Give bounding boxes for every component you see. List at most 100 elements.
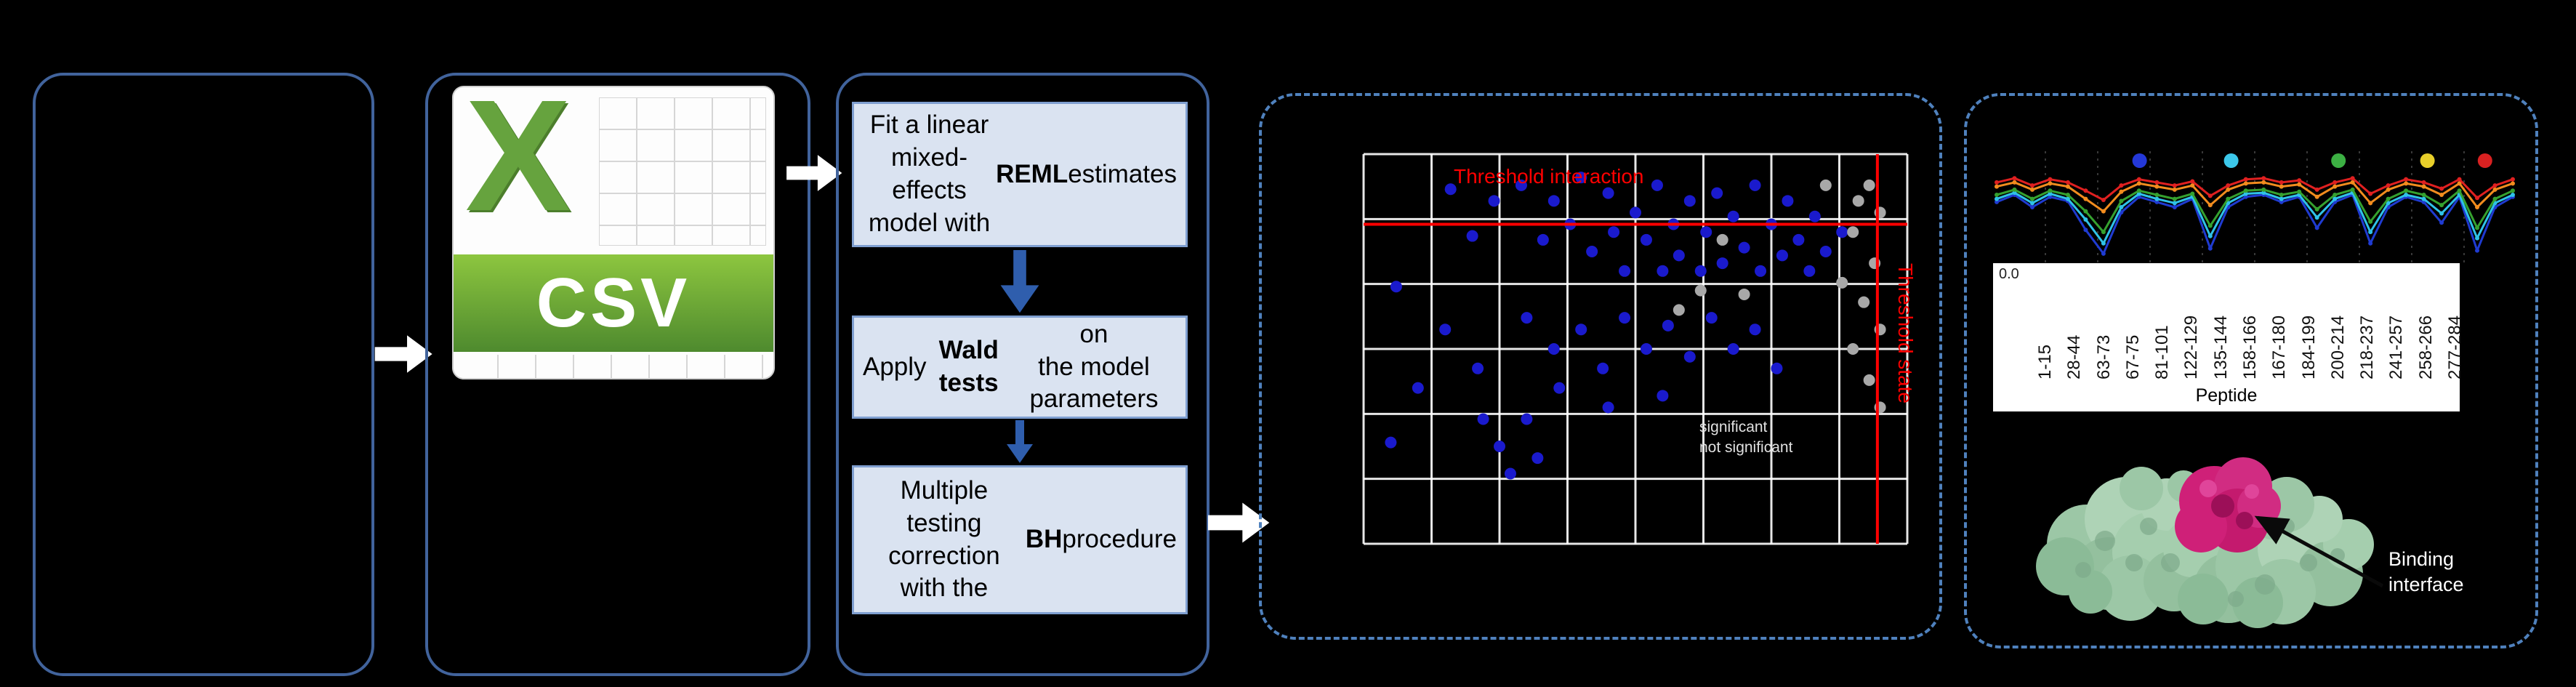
peptide-tick: 158-166 bbox=[2240, 315, 2260, 379]
scatter-point bbox=[1575, 172, 1587, 184]
scatter-point bbox=[1657, 265, 1669, 277]
scatter-note-line2: not significant bbox=[1699, 439, 1793, 456]
legend-dot bbox=[2420, 153, 2435, 168]
panel-experiment bbox=[33, 73, 374, 676]
panel-volcano-plot bbox=[1259, 93, 1942, 640]
plot-grid bbox=[1362, 153, 1909, 545]
legend-dot bbox=[2331, 153, 2346, 168]
scatter-point bbox=[1640, 343, 1652, 355]
arrow-right-icon bbox=[1207, 502, 1270, 543]
x-axis-label: Peptide bbox=[2195, 385, 2258, 406]
scatter-point bbox=[1602, 187, 1614, 199]
scatter-point-ns bbox=[1716, 233, 1728, 246]
spreadsheet-grid bbox=[599, 97, 766, 246]
scatter-point bbox=[1738, 241, 1750, 254]
legend-dot bbox=[2223, 153, 2239, 168]
peptide-tick: 277-284 bbox=[2445, 315, 2465, 379]
legend-dot bbox=[2132, 153, 2147, 168]
scatter-point bbox=[1608, 226, 1620, 238]
scatter-note-line1: significant bbox=[1699, 419, 1768, 435]
scatter-point-ns bbox=[1852, 195, 1864, 207]
scatter-point-ns bbox=[1819, 179, 1832, 191]
scatter-point-ns bbox=[1863, 179, 1875, 191]
csv-banner: CSV bbox=[454, 254, 773, 352]
scatter-point bbox=[1515, 179, 1527, 191]
scatter-point bbox=[1466, 230, 1478, 242]
scatter-point bbox=[1586, 246, 1598, 257]
peptide-tick: 63-73 bbox=[2093, 334, 2114, 379]
scatter-point-ns bbox=[1694, 284, 1707, 297]
panel-uptake-structure bbox=[1964, 93, 2538, 648]
threshold-scatter-plot: Threshold interaction Threshold state si… bbox=[1362, 153, 1917, 545]
scatter-point bbox=[1547, 343, 1560, 355]
csv-file-icon: X CSV bbox=[452, 86, 775, 379]
y-axis-tick: 0.0 bbox=[1999, 266, 2019, 282]
peptide-tick: 200-214 bbox=[2327, 315, 2348, 379]
scatter-point bbox=[1803, 265, 1816, 277]
scatter-point bbox=[1651, 179, 1663, 191]
scatter-point-ns bbox=[1673, 304, 1685, 316]
scatter-point bbox=[1749, 179, 1761, 191]
peptide-tick: 184-199 bbox=[2298, 315, 2319, 379]
scatter-point bbox=[1657, 390, 1669, 402]
scatter-point bbox=[1700, 226, 1712, 238]
step-wald-tests: Apply Wald tests on the model parameters bbox=[852, 316, 1188, 419]
scatter-point bbox=[1683, 350, 1696, 363]
scatter-point bbox=[1727, 210, 1739, 222]
scatter-point bbox=[1836, 226, 1848, 238]
scatter-point bbox=[1521, 312, 1533, 324]
scatter-point bbox=[1553, 382, 1566, 394]
scatter-point bbox=[1808, 210, 1821, 222]
scatter-point bbox=[1619, 312, 1631, 324]
peptide-tick: 135-144 bbox=[2210, 315, 2231, 379]
arrow-right-icon bbox=[786, 155, 842, 191]
binding-interface-arrow bbox=[2254, 515, 2384, 588]
spreadsheet-grid bbox=[461, 355, 766, 378]
scatter-point-ns bbox=[1858, 296, 1870, 308]
step-bh-correction: Multiple testing correction with the BH … bbox=[852, 465, 1188, 614]
peptide-tick: 258-266 bbox=[2415, 315, 2436, 379]
arrow-down-icon bbox=[1000, 250, 1039, 313]
protein-surface-green bbox=[2036, 467, 2374, 628]
peptide-tick: 28-44 bbox=[2064, 334, 2085, 379]
scatter-point-ns bbox=[1847, 343, 1859, 355]
scatter-point bbox=[1711, 187, 1723, 199]
uptake-series bbox=[1995, 176, 2515, 256]
threshold-interaction-label: Threshold interaction bbox=[1454, 165, 1643, 188]
scatter-point bbox=[1385, 436, 1397, 449]
scatter-point bbox=[1477, 413, 1489, 425]
scatter-point bbox=[1488, 195, 1500, 207]
scatter-point bbox=[1755, 265, 1767, 277]
peptide-tick: 241-257 bbox=[2386, 315, 2407, 379]
scatter-point bbox=[1472, 362, 1484, 374]
scatter-point bbox=[1749, 324, 1761, 336]
threshold-lines bbox=[1364, 154, 1907, 544]
scatter-point bbox=[1412, 382, 1424, 394]
scatter-point bbox=[1630, 206, 1641, 219]
scatter-point bbox=[1602, 401, 1614, 414]
scatter-point bbox=[1716, 257, 1728, 270]
binding-interface-magenta bbox=[2175, 457, 2281, 553]
arrow-down-icon bbox=[1007, 420, 1033, 463]
scatter-point-ns bbox=[1836, 276, 1848, 289]
peptide-tick: 1-15 bbox=[2035, 344, 2055, 379]
protein-structure bbox=[2036, 457, 2384, 628]
scatter-point bbox=[1575, 324, 1587, 336]
scatter-point bbox=[1619, 265, 1631, 277]
scatter-points bbox=[1385, 172, 1886, 480]
peptide-tick: 122-129 bbox=[2181, 315, 2202, 379]
arrow-right-icon bbox=[374, 335, 432, 373]
step-fit-model: Fit a linear mixed- effects model with R… bbox=[852, 102, 1188, 247]
scatter-point bbox=[1694, 265, 1707, 277]
uptake-line-chart bbox=[1995, 151, 2515, 263]
csv-label: CSV bbox=[536, 264, 691, 342]
scatter-point bbox=[1494, 441, 1505, 452]
scatter-point bbox=[1504, 467, 1516, 480]
scatter-point bbox=[1390, 281, 1402, 293]
binding-interface-label: Binding interface bbox=[2388, 548, 2464, 596]
scatter-point bbox=[1597, 362, 1609, 374]
panel-input-data bbox=[425, 73, 810, 676]
scatter-point bbox=[1444, 183, 1457, 196]
peptide-tick: 218-237 bbox=[2357, 315, 2378, 379]
